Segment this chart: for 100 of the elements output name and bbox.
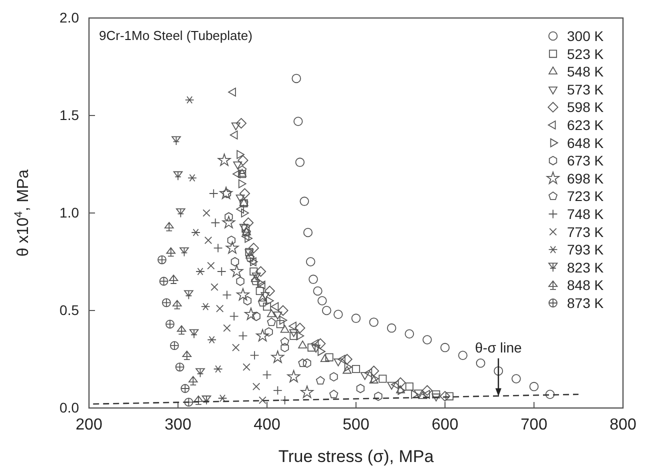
point [330, 372, 338, 382]
point [170, 340, 180, 350]
legend-label: 548 K [567, 64, 604, 80]
point [218, 154, 231, 166]
legend-label: 598 K [567, 99, 604, 116]
point [168, 274, 178, 284]
point [236, 194, 245, 202]
point [395, 377, 406, 388]
point [529, 382, 539, 392]
point [432, 394, 441, 402]
point [298, 358, 308, 367]
point [232, 344, 240, 352]
point [422, 335, 432, 344]
point [172, 300, 182, 310]
y-tick-label: 0.5 [60, 302, 80, 318]
point [264, 286, 275, 296]
point [227, 236, 236, 245]
point [369, 376, 378, 384]
point [308, 274, 318, 284]
point [329, 390, 338, 398]
point [422, 385, 432, 396]
point [233, 161, 242, 170]
point [342, 354, 352, 365]
point [172, 136, 181, 146]
point [243, 217, 254, 228]
point [207, 262, 215, 270]
annotation: θ-σ line [475, 339, 522, 356]
point [371, 374, 379, 384]
point [476, 358, 486, 368]
legend-label: 523 K [567, 46, 604, 62]
point [258, 396, 266, 404]
point [207, 336, 216, 344]
point [360, 372, 370, 380]
point [325, 353, 334, 362]
point [196, 368, 205, 378]
point [165, 320, 175, 329]
point [250, 267, 258, 276]
point [191, 228, 200, 236]
point [318, 296, 327, 306]
point [238, 179, 246, 188]
point [294, 322, 306, 334]
point [313, 286, 322, 296]
point [238, 155, 248, 166]
point [222, 216, 236, 228]
point [338, 354, 346, 364]
point [182, 350, 192, 360]
y-tick-label: 2.0 [60, 9, 80, 26]
point [422, 390, 430, 399]
point [220, 186, 233, 200]
point [512, 374, 521, 384]
point [310, 339, 319, 348]
point [411, 390, 419, 399]
point [202, 396, 212, 405]
point [315, 338, 326, 349]
point [418, 391, 428, 400]
point [243, 296, 252, 306]
x-tick-label: 300 [164, 416, 192, 434]
point [318, 347, 326, 356]
point [180, 247, 189, 257]
legend-label: 723 K [567, 188, 604, 204]
point [374, 392, 382, 401]
point [204, 236, 212, 244]
point [184, 398, 194, 407]
point [236, 276, 244, 286]
point [256, 329, 270, 342]
point [188, 376, 198, 386]
legend-label: 748 K [567, 206, 604, 222]
point [242, 363, 250, 371]
point [279, 316, 288, 325]
point [232, 170, 240, 178]
point [280, 324, 290, 333]
point [458, 350, 468, 360]
point [300, 196, 310, 206]
point [230, 257, 240, 266]
point [390, 380, 399, 390]
point [290, 332, 298, 340]
point [228, 88, 236, 97]
point [368, 366, 380, 376]
point [280, 337, 290, 346]
point [157, 255, 167, 264]
point [351, 314, 361, 323]
point [306, 257, 316, 266]
point [322, 306, 332, 316]
point [184, 96, 194, 104]
point [266, 296, 274, 306]
point [404, 329, 414, 339]
legend-label: 673 K [567, 152, 604, 169]
legend-label: 573 K [567, 81, 604, 98]
point [162, 298, 172, 308]
point [252, 382, 260, 390]
x-tick-label: 500 [342, 416, 370, 434]
point [445, 392, 454, 400]
legend-label: 623 K [567, 117, 604, 133]
point [440, 342, 450, 352]
legend-label: 773 K [567, 224, 604, 240]
point [334, 358, 343, 366]
x-tick-label: 800 [610, 416, 636, 434]
point [242, 224, 250, 233]
point [180, 384, 190, 394]
point [414, 390, 423, 398]
